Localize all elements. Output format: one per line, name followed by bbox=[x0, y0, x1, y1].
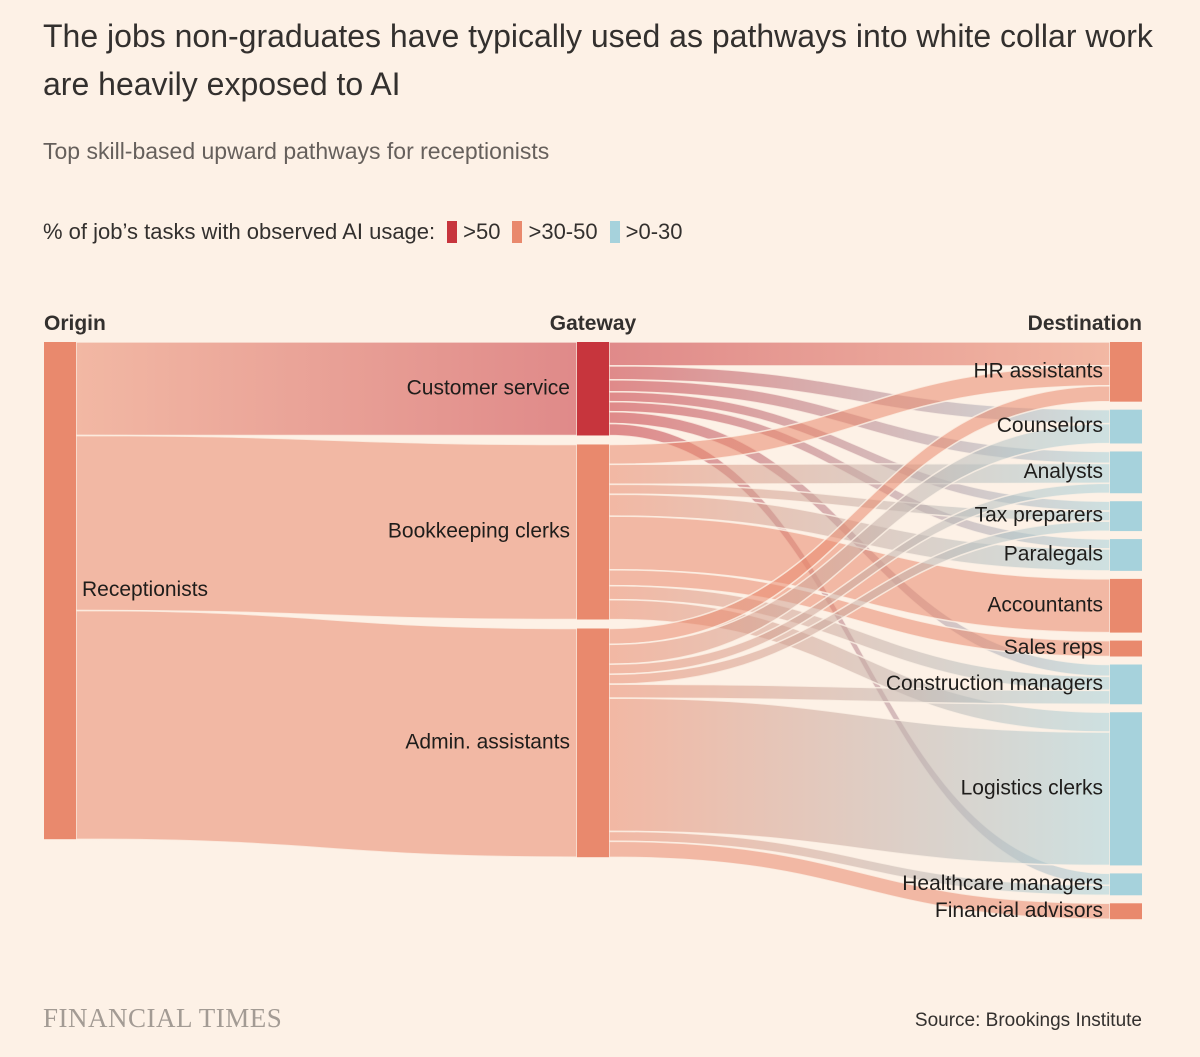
node-label-paralegals: Paralegals bbox=[1004, 543, 1103, 566]
legend-swatch-medium bbox=[512, 221, 523, 243]
flow-receptionists-to-customer_service bbox=[75, 341, 578, 437]
legend-swatch-low bbox=[609, 221, 620, 243]
node-label-construction: Construction managers bbox=[886, 672, 1103, 695]
node-label-bookkeeping: Bookkeeping clerks bbox=[388, 520, 570, 543]
source-note: Source: Brookings Institute bbox=[914, 1010, 1142, 1031]
node-paralegals bbox=[1110, 539, 1142, 571]
column-header-origin: Origin bbox=[44, 312, 106, 335]
chart-title: The jobs non-graduates have typically us… bbox=[43, 18, 1153, 102]
legend-item-label: >0-30 bbox=[625, 219, 683, 244]
legend-swatch-high bbox=[447, 221, 458, 243]
legend-item-low: >0-30 bbox=[598, 219, 683, 245]
node-counselors bbox=[1110, 409, 1142, 444]
legend-label: % of job’s tasks with observed AI usage: bbox=[43, 219, 436, 244]
node-logistics bbox=[1110, 712, 1142, 866]
node-label-logistics: Logistics clerks bbox=[961, 776, 1103, 799]
node-financial bbox=[1110, 903, 1142, 920]
flow-receptionists-to-admin bbox=[75, 609, 578, 858]
node-tax bbox=[1110, 501, 1142, 532]
node-label-admin: Admin. assistants bbox=[405, 730, 570, 753]
legend-item-high: >50 bbox=[435, 219, 500, 245]
legend-item-medium: >30-50 bbox=[500, 219, 598, 245]
node-healthcare bbox=[1110, 873, 1142, 896]
column-header-gateway: Gateway bbox=[550, 312, 637, 335]
legend-item-label: >30-50 bbox=[528, 219, 598, 244]
node-accountants bbox=[1110, 578, 1142, 633]
node-label-healthcare: Healthcare managers bbox=[902, 872, 1103, 895]
node-admin bbox=[577, 628, 609, 858]
node-label-financial: Financial advisors bbox=[935, 899, 1103, 922]
flow-admin-to-healthcare bbox=[608, 830, 1111, 897]
node-construction bbox=[1110, 664, 1142, 705]
node-customer_service bbox=[577, 342, 609, 436]
flow-admin-to-logistics bbox=[608, 697, 1111, 867]
node-sales bbox=[1110, 640, 1142, 657]
node-hr bbox=[1110, 342, 1142, 402]
chart-subtitle: Top skill-based upward pathways for rece… bbox=[43, 138, 550, 164]
node-label-receptionists: Receptionists bbox=[82, 578, 208, 601]
node-receptionists bbox=[44, 342, 76, 840]
node-label-hr: HR assistants bbox=[973, 359, 1103, 382]
flow-admin-to-counselors bbox=[608, 422, 1111, 666]
node-label-sales: Sales reps bbox=[1004, 636, 1103, 659]
legend-item-label: >50 bbox=[463, 219, 501, 244]
node-label-counselors: Counselors bbox=[997, 414, 1103, 437]
ft-logo: FINANCIAL TIMES bbox=[43, 1003, 283, 1033]
node-analysts bbox=[1110, 451, 1142, 494]
column-header-destination: Destination bbox=[1028, 312, 1142, 335]
legend: % of job’s tasks with observed AI usage:… bbox=[43, 219, 683, 245]
node-bookkeeping bbox=[577, 444, 609, 620]
node-label-accountants: Accountants bbox=[987, 593, 1103, 616]
node-label-tax: Tax preparers bbox=[975, 504, 1103, 527]
node-label-customer_service: Customer service bbox=[407, 376, 570, 399]
node-label-analysts: Analysts bbox=[1024, 460, 1103, 483]
